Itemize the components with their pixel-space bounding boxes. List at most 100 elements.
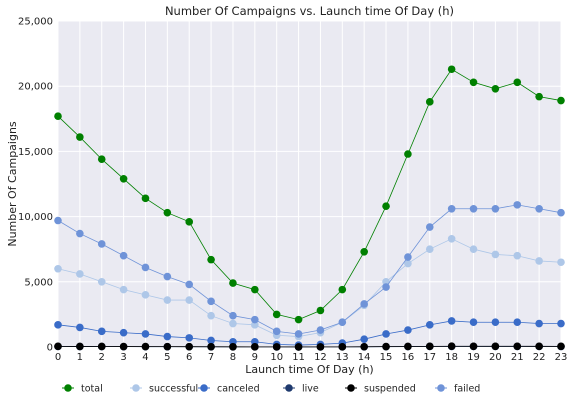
series-line-total <box>57 68 562 321</box>
data-point-successful <box>535 257 543 265</box>
data-point-total <box>338 285 347 294</box>
y-axis-title: Number Of Campaigns <box>6 121 19 247</box>
data-point-successful <box>404 259 412 268</box>
data-point-failed <box>141 263 150 272</box>
data-point-successful <box>54 264 62 273</box>
legend-item-live: live <box>283 384 319 395</box>
data-point-canceled <box>404 326 412 334</box>
x-axis-ticks: 0 1 2 3 4 5 6 7 8 9 10 11 12 13 14 15 16 17 18 19 20 21 22 23 <box>55 352 568 363</box>
data-point-successful <box>76 270 84 278</box>
data-point-total <box>294 315 303 324</box>
data-point-suspended <box>316 343 325 351</box>
x-tick-label: 12 <box>314 352 327 363</box>
data-point-suspended <box>513 342 522 351</box>
data-point-canceled <box>535 319 543 328</box>
data-point-failed <box>469 204 478 213</box>
y-tick-label: 10,000 <box>18 212 53 223</box>
data-point-total <box>54 112 62 120</box>
y-tick-label: 15,000 <box>18 147 53 158</box>
data-point-canceled <box>185 334 194 342</box>
data-point-canceled <box>491 318 500 327</box>
data-point-successful <box>229 319 237 328</box>
data-point-total <box>382 202 390 210</box>
data-point-suspended <box>338 343 347 351</box>
legend-label: live <box>302 384 319 395</box>
x-tick-label: 2 <box>99 352 105 363</box>
legend-marker <box>347 384 355 392</box>
data-point-suspended <box>491 342 500 351</box>
x-tick-label: 4 <box>142 352 148 363</box>
data-point-successful <box>469 245 478 253</box>
data-point-total <box>97 155 106 164</box>
x-axis-title: Launch time Of Day (h) <box>245 363 373 376</box>
legend-label: successful <box>149 384 198 395</box>
legend-marker <box>200 384 208 392</box>
data-point-canceled <box>360 335 368 343</box>
data-point-successful <box>425 245 434 253</box>
data-point-suspended <box>141 342 150 351</box>
data-point-canceled <box>54 321 62 329</box>
data-point-failed <box>272 327 281 336</box>
data-point-successful <box>141 291 150 299</box>
data-point-successful <box>97 278 106 286</box>
legend-label: failed <box>454 384 480 395</box>
legend-label: total <box>81 384 103 395</box>
data-point-successful <box>185 296 194 304</box>
x-tick-label: 16 <box>402 352 415 363</box>
data-point-canceled <box>447 317 456 325</box>
data-point-failed <box>76 229 84 238</box>
data-point-total <box>360 248 368 256</box>
data-point-suspended <box>207 342 215 351</box>
data-point-canceled <box>425 321 434 329</box>
data-point-total <box>535 92 543 101</box>
series-suspended <box>54 342 565 351</box>
data-point-suspended <box>404 342 412 351</box>
grid <box>57 20 562 348</box>
data-point-successful <box>163 296 172 304</box>
data-point-failed <box>185 280 194 289</box>
data-point-successful <box>447 234 456 243</box>
data-point-canceled <box>97 327 106 336</box>
legend-marker <box>285 384 293 392</box>
data-point-failed <box>229 311 237 320</box>
data-point-failed <box>338 318 347 327</box>
legend: total successful canceled live suspended fail… <box>62 384 480 395</box>
legend-marker <box>132 384 140 392</box>
x-tick-label: 17 <box>423 352 436 363</box>
y-tick-label: 25,000 <box>18 17 53 28</box>
data-point-failed <box>360 300 368 308</box>
x-tick-label: 3 <box>120 352 126 363</box>
data-point-successful <box>251 321 259 329</box>
legend-item-successful: successful <box>130 384 198 395</box>
plot-area <box>58 21 561 347</box>
series-canceled <box>54 317 565 349</box>
data-point-canceled <box>119 328 128 337</box>
x-tick-label: 19 <box>467 352 480 363</box>
data-point-suspended <box>76 342 84 351</box>
data-point-suspended <box>185 342 194 351</box>
data-point-canceled <box>163 332 172 341</box>
x-tick-label: 23 <box>555 352 568 363</box>
data-point-suspended <box>251 343 259 351</box>
data-point-total <box>229 279 237 287</box>
data-point-failed <box>404 253 412 261</box>
x-tick-label: 20 <box>489 352 502 363</box>
x-tick-label: 14 <box>358 352 371 363</box>
data-point-failed <box>425 223 434 231</box>
data-point-canceled <box>513 318 522 327</box>
data-point-failed <box>382 283 390 291</box>
data-point-failed <box>513 201 522 209</box>
data-point-successful <box>207 311 215 320</box>
data-point-suspended <box>97 342 106 351</box>
data-point-total <box>469 78 478 87</box>
x-tick-label: 8 <box>230 352 236 363</box>
data-point-total <box>513 78 522 87</box>
data-point-canceled <box>382 330 390 338</box>
legend-item-failed: failed <box>435 384 480 395</box>
data-point-failed <box>251 315 259 324</box>
data-point-total <box>316 306 325 315</box>
legend-marker <box>64 384 72 392</box>
data-point-suspended <box>425 342 434 351</box>
